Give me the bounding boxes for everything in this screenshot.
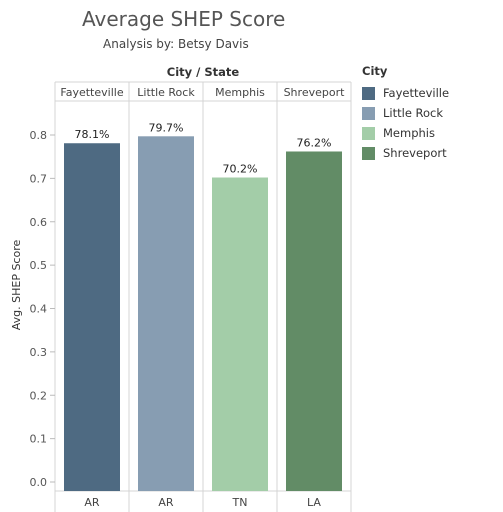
data-label: 78.1% (75, 128, 110, 141)
column-header-title: City / State (167, 65, 240, 79)
legend-label: Memphis (383, 126, 435, 140)
y-tick-label: 0.3 (30, 346, 48, 359)
city-header-label: Memphis (215, 86, 265, 99)
legend-swatch (362, 126, 375, 140)
legend-label: Shreveport (383, 146, 447, 160)
y-tick-label: 0.7 (30, 172, 48, 185)
legend-item[interactable]: Memphis (362, 123, 449, 143)
y-tick-label: 0.2 (30, 389, 48, 402)
bar-memphis[interactable] (212, 177, 268, 491)
data-label: 70.2% (223, 163, 258, 176)
chart-title: Average SHEP Score (82, 7, 286, 31)
legend-swatch (362, 106, 375, 120)
bar-shreveport[interactable] (286, 151, 342, 492)
city-header-label: Fayetteville (60, 86, 123, 99)
legend: City Fayetteville Little Rock Memphis Shrev… (362, 64, 449, 163)
legend-title: City (362, 64, 388, 78)
legend-label: Little Rock (383, 106, 444, 120)
city-header-label: Little Rock (137, 86, 195, 99)
legend-item[interactable]: Shreveport (362, 143, 449, 163)
legend-item[interactable]: Little Rock (362, 103, 449, 123)
state-label: AR (158, 496, 174, 509)
y-tick-label: 0.6 (30, 216, 48, 229)
state-label: TN (232, 496, 248, 509)
y-tick-label: 0.1 (30, 433, 48, 446)
y-axis-title: Avg. SHEP Score (10, 240, 23, 331)
legend-item[interactable]: Fayetteville (362, 83, 449, 103)
y-tick-label: 0.0 (30, 476, 48, 489)
y-tick-label: 0.8 (30, 129, 48, 142)
chart-subtitle: Analysis by: Betsy Davis (103, 37, 249, 51)
y-tick-label: 0.5 (30, 259, 48, 272)
y-tick-label: 0.4 (30, 303, 48, 316)
bar-fayetteville[interactable] (64, 143, 120, 491)
bar-little-rock[interactable] (138, 136, 194, 491)
legend-swatch (362, 146, 375, 160)
state-label: AR (84, 496, 100, 509)
legend-label: Fayetteville (383, 86, 450, 100)
data-label: 76.2% (297, 136, 332, 149)
data-label: 79.7% (149, 121, 184, 134)
city-header-label: Shreveport (284, 86, 346, 99)
state-label: LA (307, 496, 321, 509)
legend-swatch (362, 86, 375, 100)
